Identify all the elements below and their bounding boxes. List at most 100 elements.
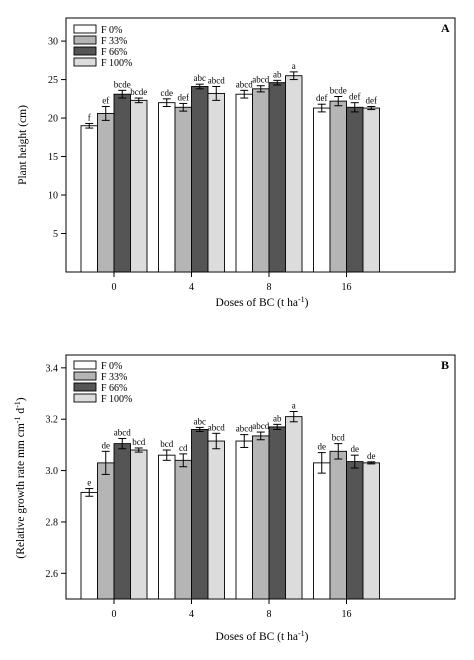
significance-letter: abcd [208, 76, 225, 86]
y-tick-label: 3.4 [46, 363, 59, 374]
significance-letter: def [316, 93, 328, 103]
significance-letter: bcde [130, 87, 147, 97]
bar [362, 107, 380, 273]
significance-letter: abcd [236, 424, 253, 434]
legend-label: F 0% [101, 25, 122, 36]
significance-letter: de [351, 444, 360, 454]
x-tick-label: 16 [342, 609, 352, 620]
significance-letter: ef [102, 96, 109, 106]
legend-swatch [73, 371, 97, 381]
significance-letter: de [367, 451, 376, 461]
bar [207, 92, 225, 273]
y-tick-label: 10 [48, 191, 58, 202]
bar [268, 426, 286, 600]
significance-letter: ab [273, 69, 282, 79]
y-tick-label: 2.6 [46, 569, 59, 580]
bar [285, 75, 303, 273]
panel-b-x-axis-title: Doses of BC (t ha-1) [216, 629, 309, 643]
bar [252, 435, 270, 600]
legend-label: F 33% [101, 36, 127, 47]
panel-a-x-axis-title: Doses of BC (t ha-1) [216, 295, 309, 309]
significance-letter: bcd [332, 433, 345, 443]
significance-letter: abcd [208, 422, 225, 432]
bar [252, 88, 270, 273]
bar [191, 429, 209, 600]
legend-swatch [73, 393, 97, 403]
legend-swatch [73, 360, 97, 370]
x-tick-label: 4 [189, 282, 194, 293]
y-tick-label: 30 [48, 37, 58, 48]
legend-swatch [73, 57, 97, 67]
significance-letter: cd [179, 443, 188, 453]
significance-letter: f [88, 112, 91, 122]
bar [191, 86, 209, 273]
bar [235, 93, 253, 273]
x-tick-label: 8 [267, 282, 272, 293]
x-tick-label: 0 [112, 282, 117, 293]
y-tick-label: 3.0 [46, 466, 59, 477]
y-tick-label: 5 [53, 229, 58, 240]
legend-label: F 66% [101, 383, 127, 394]
significance-letter: def [366, 96, 378, 106]
x-tick-label: 0 [112, 609, 117, 620]
legend-swatch [73, 382, 97, 392]
bar [113, 93, 131, 273]
bar [362, 462, 380, 600]
bar [80, 125, 98, 273]
bar [174, 106, 192, 273]
significance-letter: abcd [114, 427, 131, 437]
significance-letter: bcde [114, 79, 131, 89]
bar [313, 462, 331, 600]
significance-letter: ab [273, 413, 282, 423]
significance-letter: a [292, 401, 296, 411]
significance-letter: cde [161, 88, 174, 98]
panel-a-y-axis-title: Plant height (cm) [17, 105, 29, 185]
legend-label: F 100% [101, 58, 132, 69]
x-tick-label: 4 [189, 609, 194, 620]
bar [207, 440, 225, 600]
bar [97, 462, 115, 600]
significance-letter: abcd [252, 421, 269, 431]
significance-letter: def [178, 92, 190, 102]
legend-label: F 33% [101, 372, 127, 383]
bar [285, 416, 303, 600]
significance-letter: a [292, 61, 296, 71]
significance-letter: bcd [160, 439, 173, 449]
bar [313, 107, 331, 273]
bar [97, 112, 115, 273]
x-tick-label: 8 [267, 609, 272, 620]
panel-b-y-axis-title: (Relative growth rate mm cm-1 d-1) [13, 397, 27, 558]
bar [80, 491, 98, 600]
bar [158, 102, 176, 273]
x-tick-label: 16 [342, 282, 352, 293]
y-tick-label: 3.2 [46, 415, 59, 426]
significance-letter: def [349, 92, 361, 102]
bar [113, 443, 131, 600]
significance-letter: e [87, 478, 91, 488]
bar [174, 459, 192, 600]
bar [329, 450, 347, 600]
bar [346, 461, 364, 600]
legend-label: F 0% [101, 361, 122, 372]
bar [158, 454, 176, 600]
significance-letter: bcde [330, 86, 347, 96]
y-tick-label: 15 [48, 152, 58, 163]
panel-a-letter: A [441, 21, 450, 35]
legend-swatch [73, 24, 97, 34]
significance-letter: abcd [236, 79, 253, 89]
bar [130, 99, 148, 273]
bar [268, 82, 286, 273]
significance-letter: bcd [132, 437, 145, 447]
panel-b-letter: B [441, 358, 449, 372]
bar [130, 449, 148, 600]
y-tick-label: 20 [48, 114, 58, 125]
significance-letter: de [102, 440, 111, 450]
y-tick-label: 2.8 [46, 517, 59, 528]
significance-letter: abc [194, 416, 207, 426]
y-tick-label: 25 [48, 75, 58, 86]
